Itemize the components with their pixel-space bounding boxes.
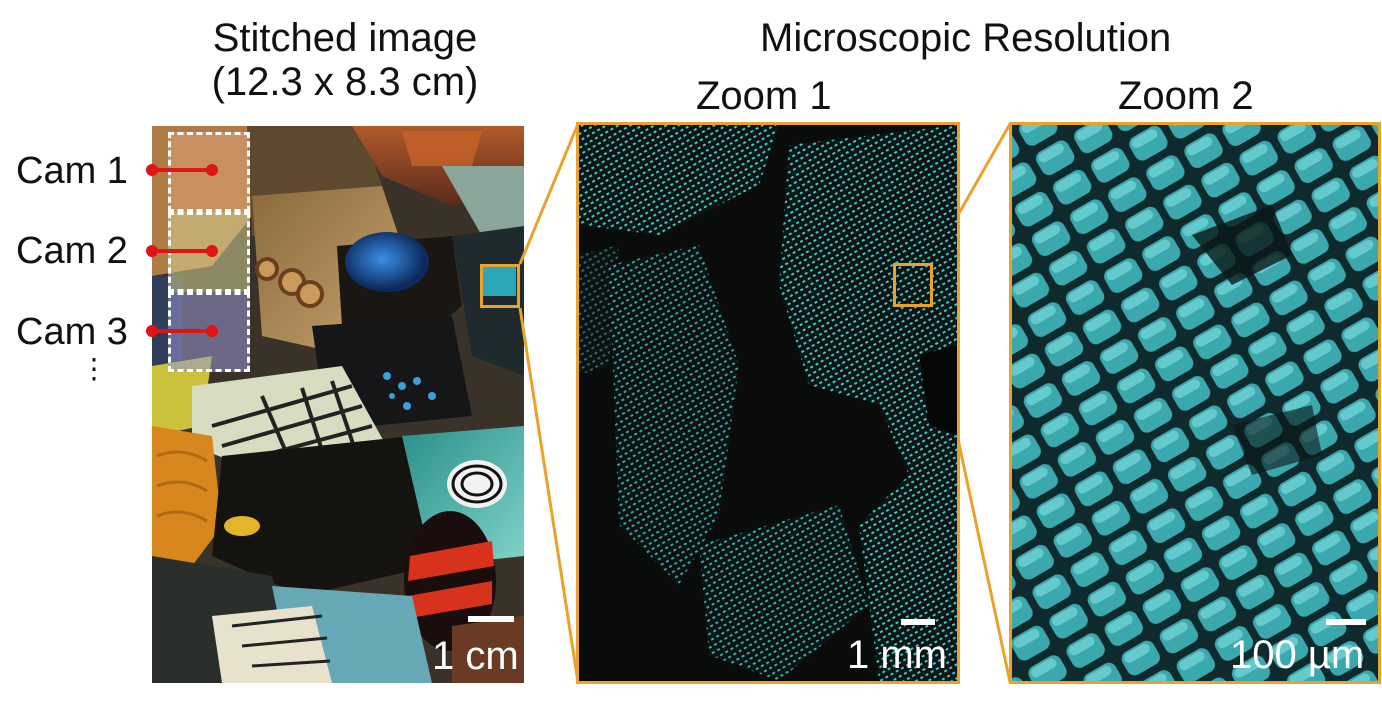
camera-label-2: Cam 2 — [16, 230, 128, 272]
camera-connector-1 — [146, 164, 218, 176]
camera-connector-3 — [146, 325, 218, 337]
wing-scales-high-zoom-graphic — [1012, 125, 1378, 681]
scale-label-zoom2: 100 µm — [1230, 633, 1365, 677]
zoom1-title: Zoom 1 — [696, 74, 832, 118]
zoom1-image: 1 mm — [576, 122, 960, 684]
camera-label-1: Cam 1 — [16, 150, 128, 192]
camera-connector-2 — [146, 245, 218, 257]
stitched-title-line1: Stitched image — [212, 16, 478, 60]
zoom1-region-marker — [480, 264, 520, 308]
zoom2-title: Zoom 2 — [1118, 74, 1254, 118]
microscopic-resolution-title: Microscopic Resolution — [760, 16, 1172, 60]
scale-label-zoom1: 1 mm — [847, 633, 947, 677]
stitched-title-line2: (12.3 x 8.3 cm) — [211, 60, 479, 104]
scale-bar-stitched — [468, 616, 514, 622]
stitched-image-title: Stitched image (12.3 x 8.3 cm) — [200, 16, 490, 104]
camera-label-3: Cam 3 — [16, 311, 128, 353]
scale-label-stitched: 1 cm — [432, 634, 519, 678]
scale-bar-zoom1 — [901, 619, 935, 625]
scale-bar-zoom2 — [1326, 619, 1366, 625]
stitched-image: 1 cm — [152, 126, 524, 683]
wing-scales-low-zoom-graphic — [579, 125, 957, 681]
zoom2-image: 100 µm — [1009, 122, 1381, 684]
zoom2-region-marker — [893, 263, 933, 307]
zoom1-connector-lines — [518, 123, 580, 683]
